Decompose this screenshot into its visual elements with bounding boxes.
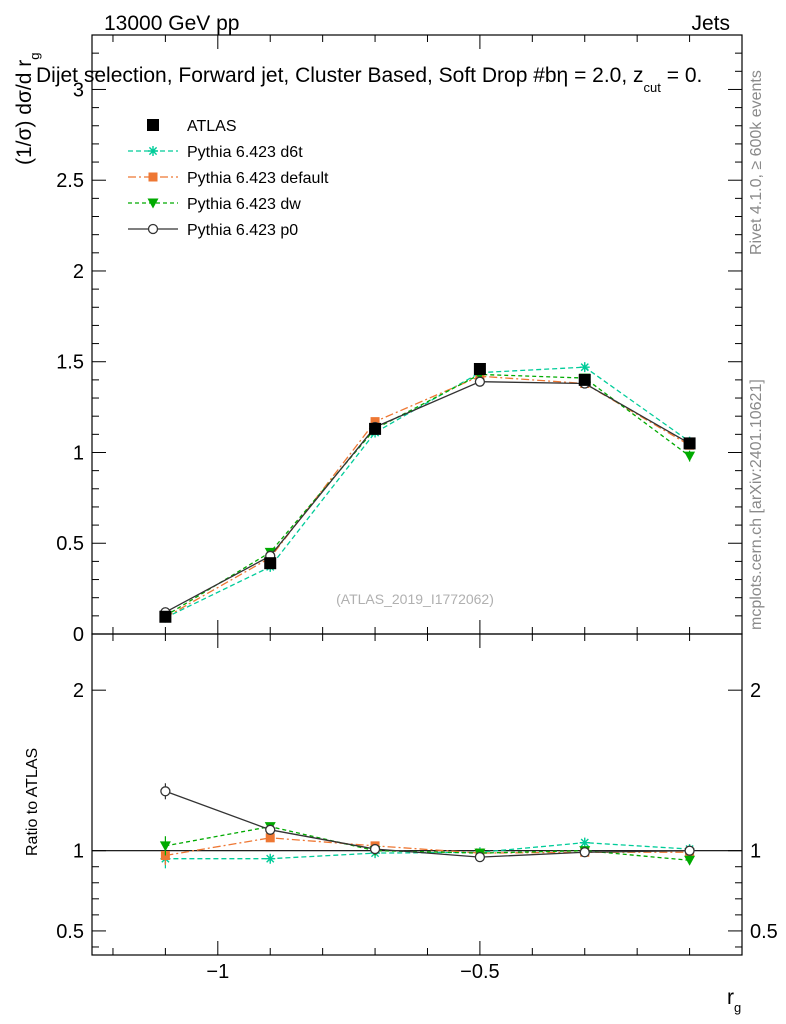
legend-entry: Pythia 6.423 default xyxy=(128,170,329,187)
rivet-version-label: Rivet 4.1.0, ≥ 600k events xyxy=(748,70,765,255)
main-ylabel-text: (1/σ) dσ/d r xyxy=(13,60,36,165)
category-label: Jets xyxy=(691,12,730,35)
ratio-ytick-label-left: 1 xyxy=(73,841,84,863)
plot-title-main: Dijet selection, Forward jet, Cluster Ba… xyxy=(36,64,644,87)
legend-entry: ATLAS xyxy=(147,118,237,135)
main-series-pythia-6-423-default xyxy=(160,371,695,622)
main-ytick-label: 0 xyxy=(73,624,84,646)
mcplots-label: mcplots.cern.ch [arXiv:2401.10621] xyxy=(748,379,765,630)
legend-entry: Pythia 6.423 dw xyxy=(128,196,301,213)
ratio-ytick-label-right: 2 xyxy=(750,680,761,702)
xlabel-sub: g xyxy=(734,1000,741,1015)
main-ytick-label: 1.5 xyxy=(56,352,84,374)
ratio-data-point xyxy=(265,833,275,843)
main-series-line xyxy=(165,366,690,619)
main-data-point xyxy=(264,557,277,570)
legend-entry: Pythia 6.423 d6t xyxy=(128,144,303,161)
legend-marker xyxy=(148,172,158,182)
ratio-data-point xyxy=(265,824,276,835)
legend: ATLAS Pythia 6.423 d6t Pythia 6.423 defaul… xyxy=(128,118,329,239)
main-data-point xyxy=(159,610,172,623)
plot-title-sub: cut xyxy=(644,80,662,95)
ratio-series-line xyxy=(165,790,690,858)
main-data-point xyxy=(579,362,590,373)
ratio-ytick-label-left: 2 xyxy=(73,680,84,702)
legend-label: Pythia 6.423 d6t xyxy=(187,144,303,161)
main-series-group xyxy=(159,362,696,623)
ratio-data-point xyxy=(159,841,171,852)
main-series-line xyxy=(165,375,690,618)
ratio-data-point xyxy=(684,845,695,856)
ratio-ylabel: Ratio to ATLAS xyxy=(24,748,41,856)
main-data-point xyxy=(369,422,382,435)
ratio-data-point xyxy=(160,786,171,797)
legend-label: Pythia 6.423 dw xyxy=(187,196,301,213)
ratio-data-point xyxy=(684,855,696,866)
legend-marker xyxy=(147,198,159,209)
main-ytick-label: 0.5 xyxy=(56,533,84,555)
main-series-line xyxy=(165,381,690,613)
main-data-point xyxy=(684,451,696,462)
main-axis-ticks: 0 0.5 1 1.5 2 2.5 3 xyxy=(56,34,742,646)
legend-marker xyxy=(147,223,159,235)
x-axis-ticks: −1 −0.5 xyxy=(112,35,743,983)
main-series-line xyxy=(165,373,690,617)
ratio-ytick-label-left: 0.5 xyxy=(56,921,84,943)
legend-label: Pythia 6.423 default xyxy=(187,170,329,187)
legend-label: Pythia 6.423 p0 xyxy=(187,222,298,239)
ratio-plot-frame xyxy=(91,633,743,956)
x-tick-label: −1 xyxy=(206,961,229,983)
main-data-point xyxy=(474,376,486,387)
legend-label: ATLAS xyxy=(187,118,237,135)
main-data-point xyxy=(473,362,486,375)
ratio-data-point xyxy=(369,843,381,855)
ratio-data-point xyxy=(579,847,590,858)
main-series-pythia-6-423-dw xyxy=(159,369,696,622)
main-data-point xyxy=(370,417,380,427)
ratio-series-pythia-6-423-default xyxy=(160,833,695,866)
xlabel: rg xyxy=(727,986,741,1015)
legend-marker xyxy=(147,119,159,131)
x-tick-label: −0.5 xyxy=(460,961,499,983)
main-ylabel: (1/σ) dσ/d rg xyxy=(13,52,42,165)
main-data-point xyxy=(683,437,696,450)
ratio-series-group xyxy=(159,783,696,869)
xlabel-text: r xyxy=(727,986,734,1009)
main-series-atlas xyxy=(159,362,696,623)
legend-marker xyxy=(148,146,158,156)
main-ytick-label: 1 xyxy=(73,442,84,464)
energy-label: 13000 GeV pp xyxy=(104,12,239,35)
ratio-ytick-label-right: 0.5 xyxy=(750,921,778,943)
plot-title-tail: = 0. xyxy=(661,64,702,87)
legend-entry: Pythia 6.423 p0 xyxy=(128,222,298,239)
analysis-watermark: (ATLAS_2019_I1772062) xyxy=(336,591,494,607)
main-ylabel-sub: g xyxy=(27,52,42,59)
plot-title: Dijet selection, Forward jet, Cluster Ba… xyxy=(36,64,702,95)
main-ytick-label: 3 xyxy=(73,79,84,101)
ratio-ytick-label-right: 1 xyxy=(750,841,761,863)
ratio-data-point xyxy=(579,837,590,848)
ratio-data-point xyxy=(265,853,276,864)
ratio-axis-ticks: 0.5 0.5 1 1 2 2 xyxy=(56,680,778,948)
ratio-data-point xyxy=(474,851,486,863)
ratio-series-line xyxy=(165,825,690,861)
main-data-point xyxy=(578,373,591,386)
main-ytick-label: 2 xyxy=(73,261,84,283)
main-ytick-label: 2.5 xyxy=(56,170,84,192)
ratio-series-pythia-6-423-p0 xyxy=(160,783,695,863)
